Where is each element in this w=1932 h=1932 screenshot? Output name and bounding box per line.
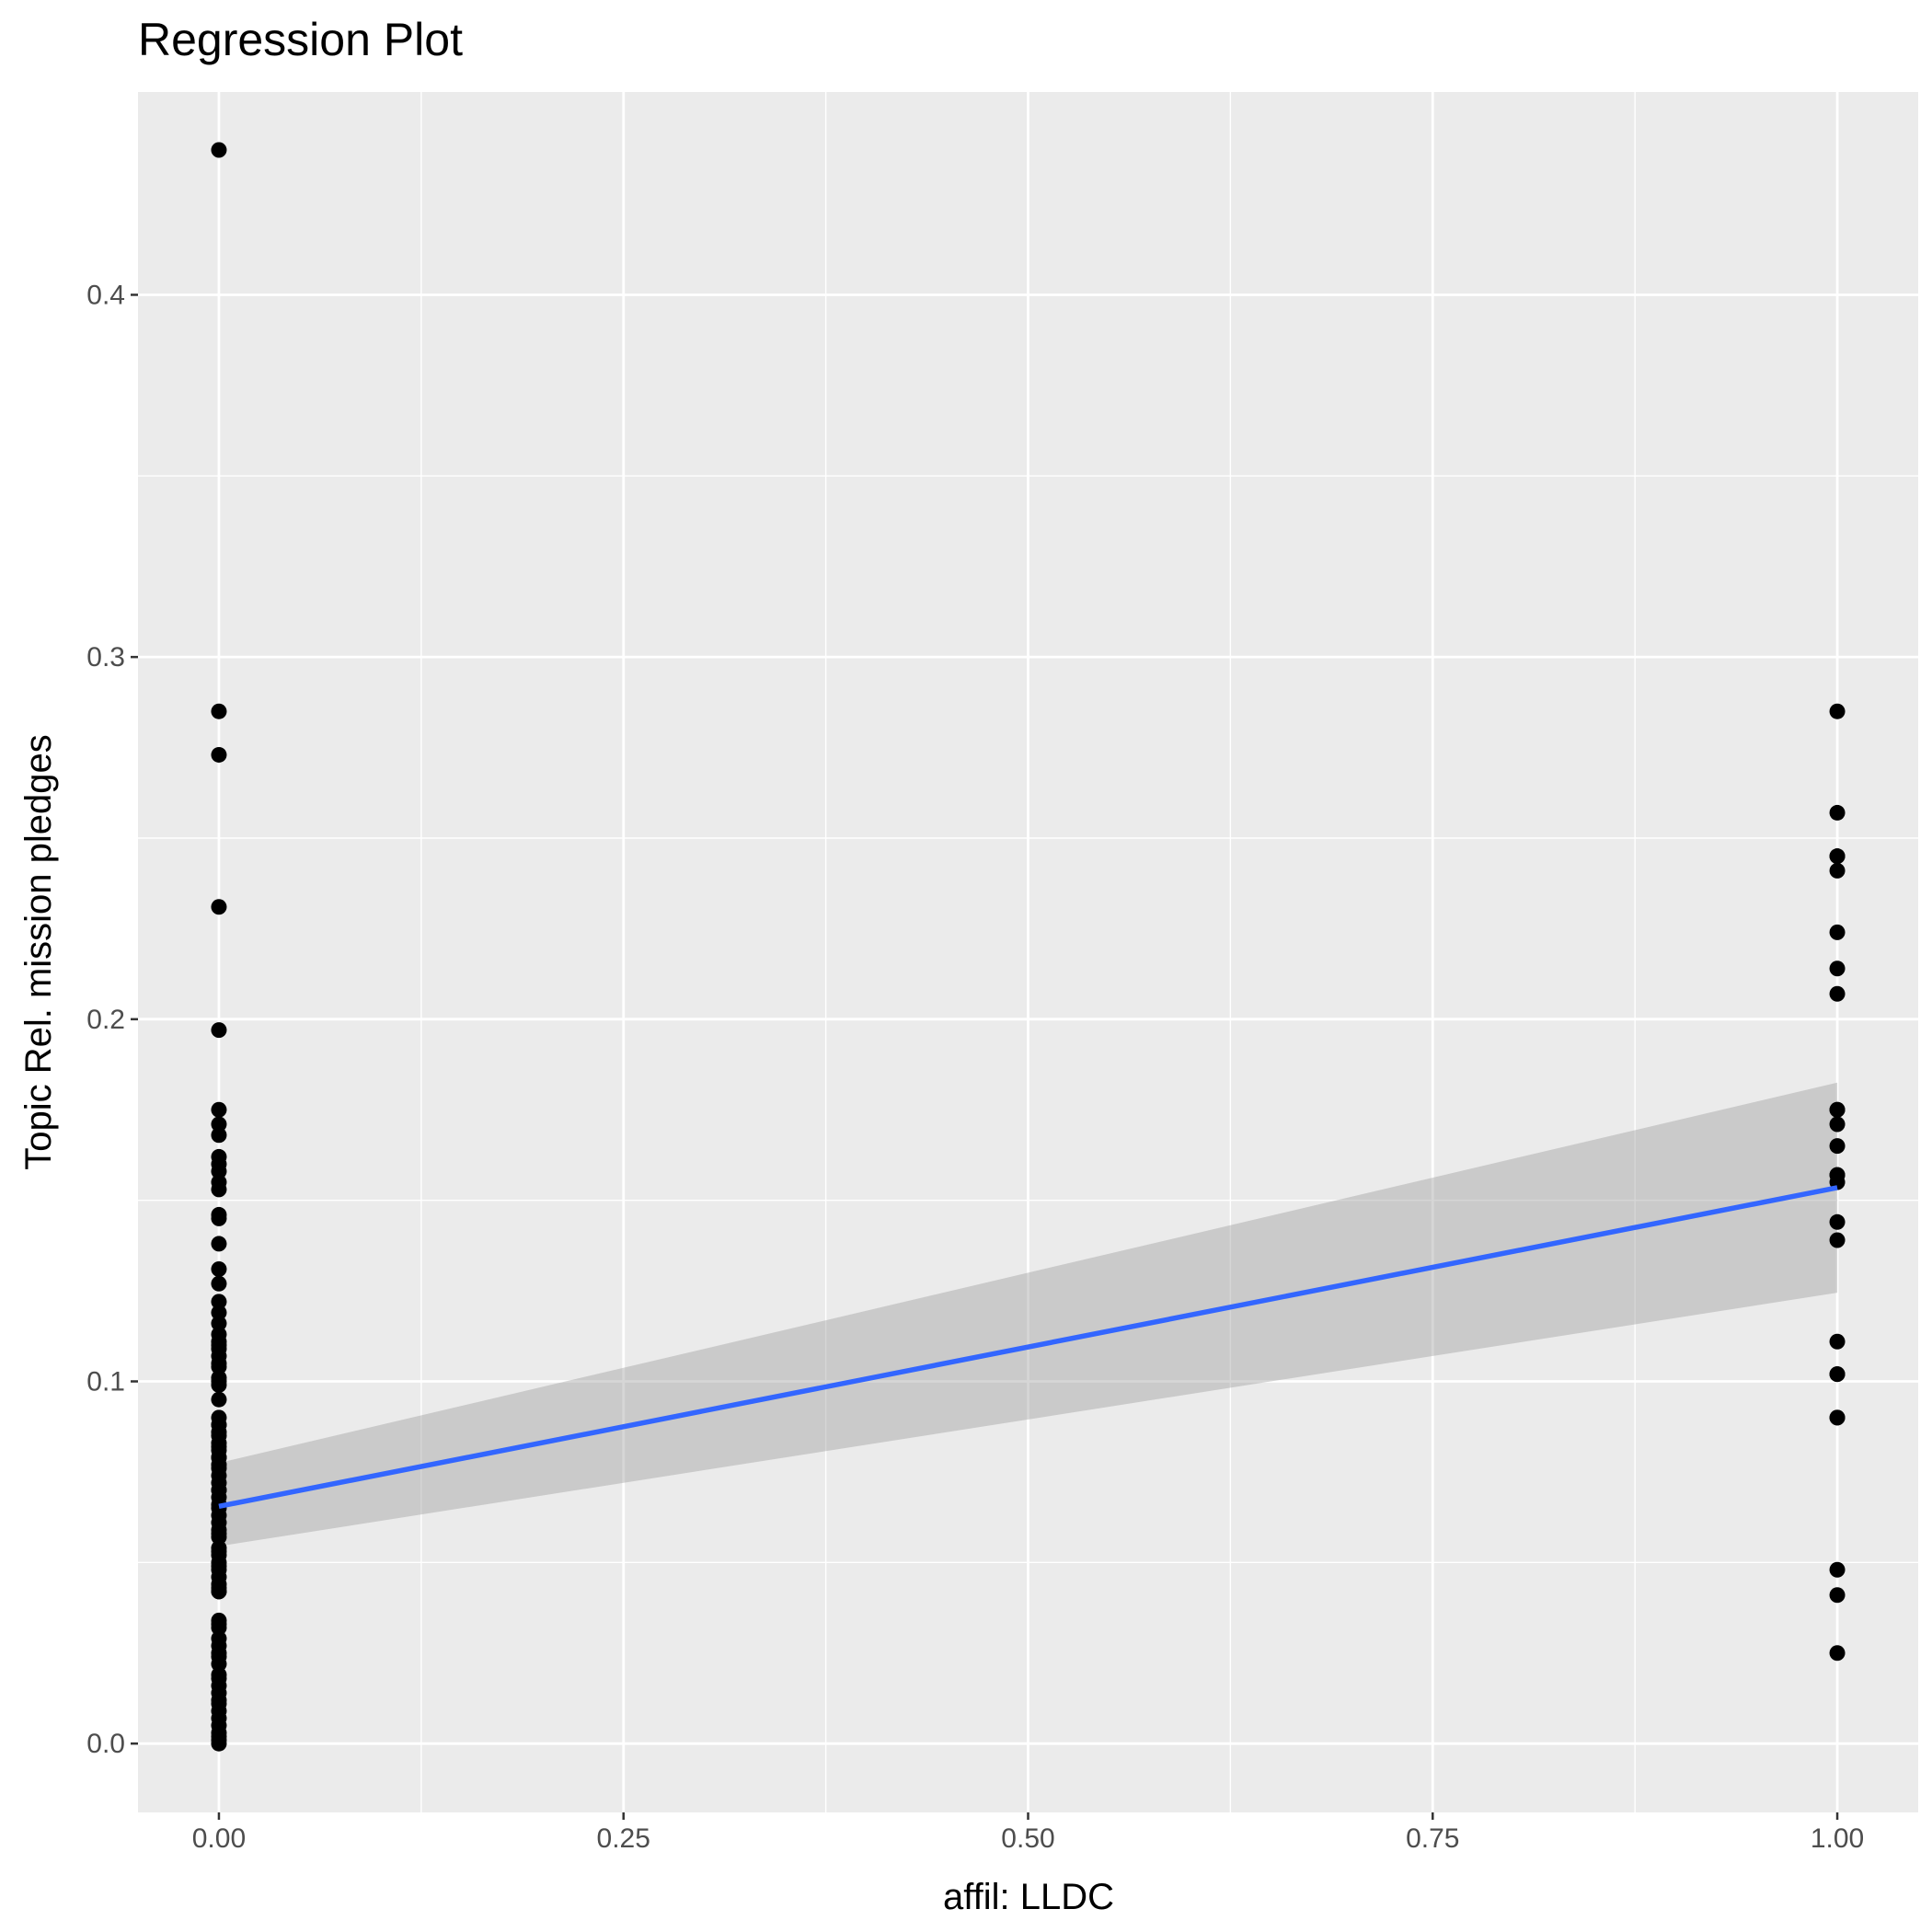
data-point: [211, 1728, 227, 1744]
data-point: [1829, 985, 1846, 1002]
data-point: [1829, 703, 1846, 719]
data-point: [211, 1558, 227, 1574]
data-point: [211, 1583, 227, 1600]
data-point: [211, 142, 227, 158]
data-point: [211, 746, 227, 763]
data-point: [1829, 862, 1846, 879]
data-point: [211, 1260, 227, 1277]
data-points: [211, 142, 1846, 1752]
data-point: [211, 1210, 227, 1226]
data-point: [211, 1101, 227, 1118]
data-point: [211, 1460, 227, 1477]
data-point: [211, 1374, 227, 1390]
data-point: [211, 1449, 227, 1466]
confidence-ribbon: [218, 1082, 1838, 1547]
data-point: [211, 1337, 227, 1353]
data-point: [1829, 804, 1846, 821]
x-tick-label: 0.25: [597, 1823, 650, 1854]
data-point: [211, 1181, 227, 1198]
data-point: [211, 1525, 227, 1542]
data-point: [1829, 1116, 1846, 1133]
data-point: [1829, 1167, 1846, 1183]
regression-line: [218, 1185, 1838, 1510]
x-axis-title: affil: LLDC: [943, 1877, 1114, 1917]
data-point: [1829, 1366, 1846, 1383]
data-point: [211, 1670, 227, 1686]
data-point: [211, 1163, 227, 1179]
data-point: [211, 1417, 227, 1433]
data-point: [211, 1355, 227, 1372]
x-tick-label: 0.75: [1406, 1823, 1459, 1854]
data-point: [211, 1544, 227, 1560]
data-point: [211, 1236, 227, 1252]
data-point: [211, 1316, 227, 1332]
y-tick-label: 0.2: [86, 1005, 125, 1035]
x-tick-label: 0.50: [1001, 1823, 1054, 1854]
data-point: [211, 703, 227, 719]
data-point: [1829, 1561, 1846, 1578]
chart-title: Regression Plot: [138, 14, 463, 65]
data-point: [211, 1569, 227, 1585]
data-point: [1829, 1645, 1846, 1662]
data-point: [211, 1428, 227, 1444]
data-point: [211, 1718, 227, 1734]
y-tick-label: 0.0: [86, 1729, 125, 1759]
y-axis-title: Topic Rel. mission pledges: [18, 734, 59, 1170]
data-point: [1829, 1333, 1846, 1350]
data-point: [1829, 848, 1846, 865]
major-gridlines: [138, 92, 1918, 1812]
y-tick-label: 0.3: [86, 642, 125, 673]
data-point: [1829, 924, 1846, 940]
data-point: [211, 1616, 227, 1632]
data-point: [1829, 1138, 1846, 1155]
data-point: [211, 1482, 227, 1499]
data-point: [1829, 1409, 1846, 1426]
data-point: [211, 1438, 227, 1455]
data-point: [1829, 1232, 1846, 1248]
data-point: [211, 899, 227, 915]
data-point: [211, 1275, 227, 1292]
data-point: [211, 1116, 227, 1133]
plot-panel: [138, 92, 1918, 1812]
data-point: [211, 1022, 227, 1039]
data-point: [1829, 1587, 1846, 1604]
data-point: [1829, 1101, 1846, 1118]
x-axis: 0.00 0.25 0.50 0.75 1.00: [192, 1812, 1864, 1854]
y-tick-label: 0.4: [86, 280, 125, 310]
data-point: [211, 1294, 227, 1310]
data-point: [211, 1127, 227, 1144]
data-point: [1829, 960, 1846, 977]
y-axis: 0.0 0.1 0.2 0.3 0.4: [86, 280, 138, 1759]
data-point: [211, 1305, 227, 1321]
data-point: [211, 1649, 227, 1665]
x-tick-label: 1.00: [1811, 1823, 1864, 1854]
data-point: [1829, 1213, 1846, 1230]
x-tick-label: 0.00: [192, 1823, 246, 1854]
data-point: [211, 1391, 227, 1408]
y-tick-label: 0.1: [86, 1367, 125, 1397]
data-point: [211, 1696, 227, 1712]
